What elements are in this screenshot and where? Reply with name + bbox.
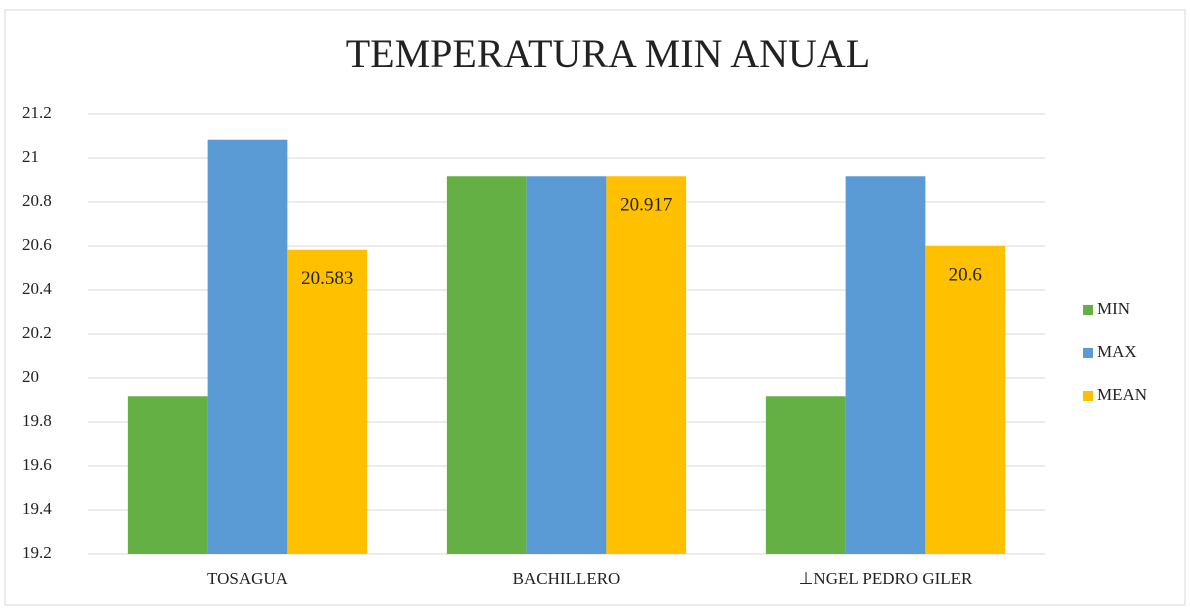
y-tick-label: 20.6 <box>22 235 52 254</box>
y-tick-label: 19.4 <box>22 499 52 518</box>
y-tick-label: 21.2 <box>22 103 52 122</box>
legend-label: MAX <box>1097 342 1137 361</box>
bar <box>526 176 607 554</box>
y-tick-label: 21 <box>22 147 39 166</box>
bar <box>765 396 846 554</box>
y-tick-label: 19.2 <box>22 543 52 562</box>
data-label: 20.6 <box>949 264 982 285</box>
legend-swatch <box>1083 391 1093 401</box>
bar <box>925 246 1006 554</box>
y-tick-label: 20.4 <box>22 279 52 298</box>
legend-swatch <box>1083 348 1093 358</box>
bar <box>287 249 368 555</box>
y-tick-label: 19.6 <box>22 455 52 474</box>
y-tick-label: 20.8 <box>22 191 52 210</box>
x-tick-label: TOSAGUA <box>207 569 289 588</box>
data-label: 20.917 <box>620 195 672 216</box>
y-tick-label: 20 <box>22 367 39 386</box>
bar <box>207 139 288 555</box>
legend-label: MEAN <box>1097 385 1147 404</box>
x-tick-label: ⊥NGEL PEDRO GILER <box>799 569 973 588</box>
bar <box>127 396 208 554</box>
y-tick-label: 19.8 <box>22 411 52 430</box>
bar <box>606 176 687 554</box>
legend-swatch <box>1083 305 1093 315</box>
data-label: 20.583 <box>301 268 353 289</box>
x-tick-label: BACHILLERO <box>513 569 621 588</box>
bar <box>845 176 926 554</box>
chart-title: TEMPERATURA MIN ANUAL <box>346 31 870 76</box>
bar <box>446 176 527 554</box>
y-tick-label: 20.2 <box>22 323 52 342</box>
legend-label: MIN <box>1097 299 1130 318</box>
